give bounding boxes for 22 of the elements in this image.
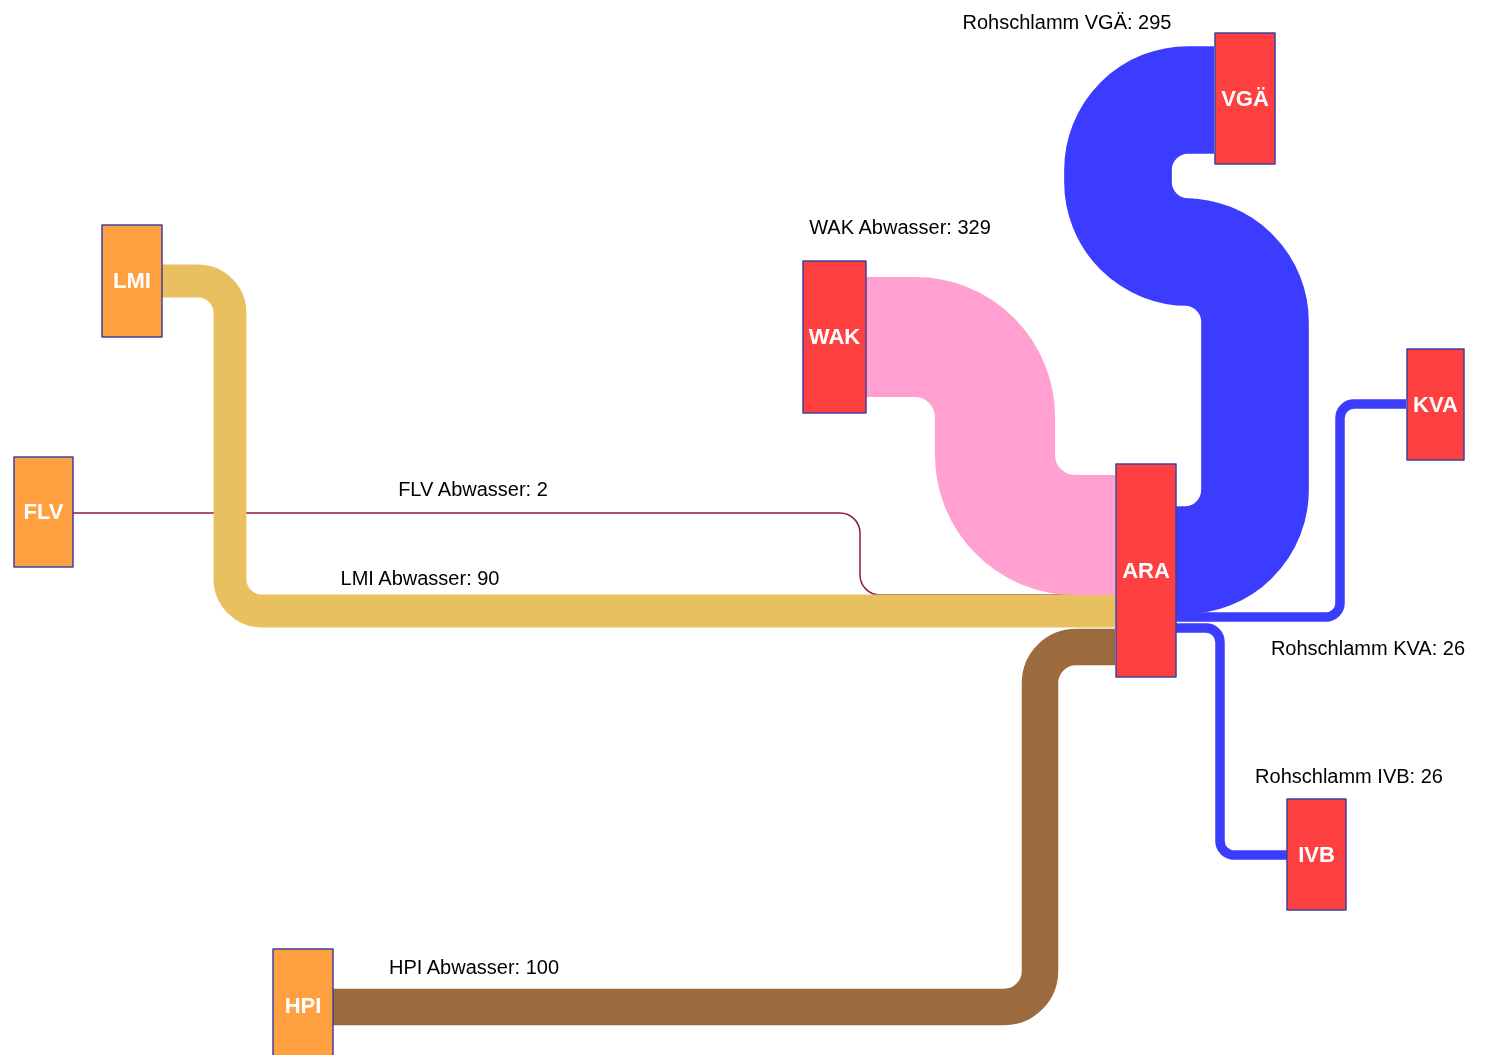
- category-label: Rohschlamm VGÄ: [962, 10, 1127, 33]
- data-label: : 26: [1409, 764, 1443, 787]
- category-label: FLV Abwasser: [398, 477, 526, 500]
- text: FLV: [23, 499, 64, 525]
- text: VGÄ: [1221, 85, 1269, 112]
- text: KVA: [1413, 391, 1458, 418]
- data-label: : 26: [1431, 636, 1466, 659]
- text: WAK: [808, 324, 861, 350]
- data-label: : 2: [525, 477, 548, 500]
- category-label: LMI Abwasser: [340, 566, 467, 589]
- data-label: : 90: [466, 566, 500, 589]
- text: ARA: [1122, 557, 1170, 584]
- category-label: Rohschlamm IVB: [1255, 764, 1410, 787]
- data-label: : 295: [1127, 10, 1172, 33]
- category-label: WAK Abwasser: [809, 215, 947, 238]
- text: IVB: [1298, 841, 1335, 868]
- text: LMI: [113, 268, 151, 294]
- data-label: : 329: [946, 215, 991, 238]
- category-label: HPI Abwasser: [388, 955, 515, 978]
- data-label: : 100: [514, 955, 560, 978]
- text: HPI: [284, 993, 322, 1019]
- category-label: Rohschlamm KVA: [1270, 636, 1432, 659]
